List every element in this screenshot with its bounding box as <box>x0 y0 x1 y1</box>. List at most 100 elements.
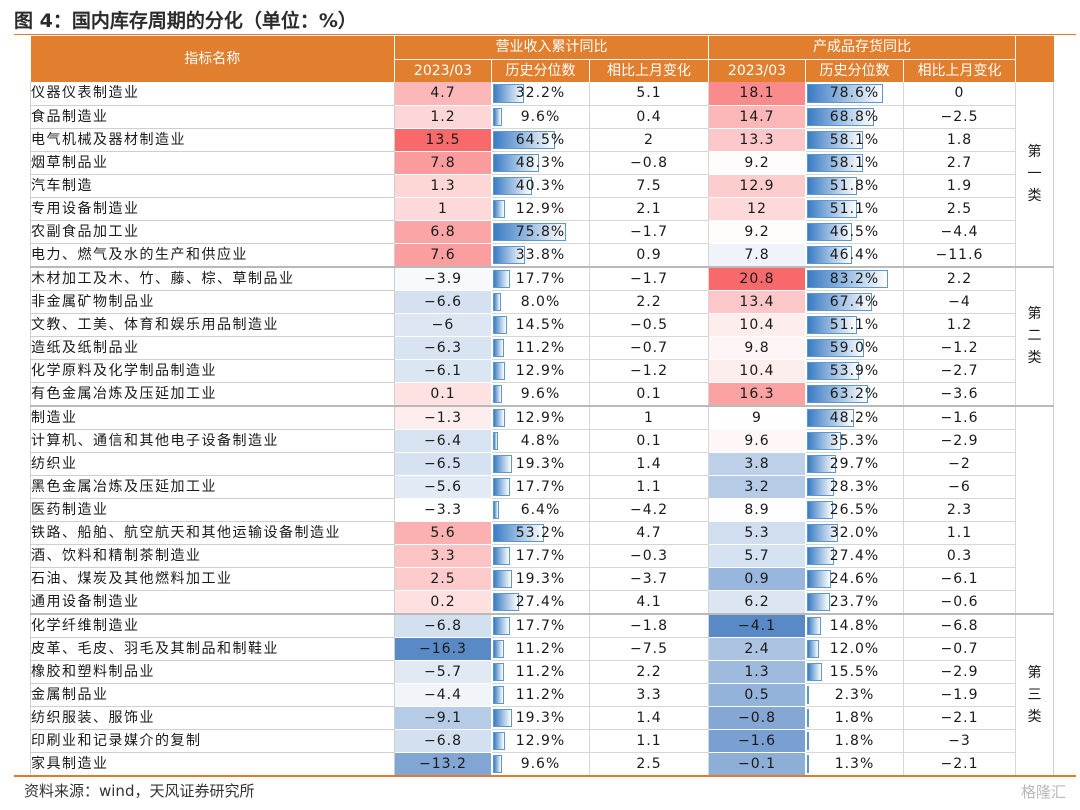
revenue-value: 1.3 <box>394 174 492 198</box>
revenue-value: −6.8 <box>394 729 492 753</box>
industry-name: 石油、煤炭及其他燃料加工业 <box>30 567 395 591</box>
table-row: 电气机械及器材制造业 13.5 64.5% 2 13.3 58.1% 1.8 <box>30 128 1054 152</box>
revenue-percentile: 9.6% <box>491 752 590 777</box>
revenue-percentile: 12.9% <box>491 359 590 383</box>
revenue-percentile: 11.2% <box>491 683 590 707</box>
revenue-value: −6.3 <box>394 336 492 360</box>
percentile-bar <box>807 500 833 519</box>
revenue-change: −3.7 <box>589 567 709 591</box>
industry-name: 酒、饮料和精制茶制造业 <box>30 544 395 568</box>
industry-name: 通用设备制造业 <box>30 590 395 615</box>
revenue-change: −0.5 <box>589 313 709 337</box>
inventory-percentile: 35.3% <box>805 429 904 453</box>
table-row: 电力、燃气及水的生产和供应业 7.6 33.8% 0.9 7.8 46.4% −11.6 <box>30 243 1054 268</box>
percentile-bar <box>493 176 532 195</box>
table-row: 造纸及纸制品业 −6.3 11.2% −0.7 9.8 59.0% −1.2 <box>30 336 1054 360</box>
percentile-text: 75.8% <box>515 223 566 240</box>
percentile-bar <box>807 731 809 750</box>
inventory-value: 20.8 <box>708 266 806 291</box>
industry-name: 制造业 <box>30 405 395 430</box>
category-char: 类 <box>1027 187 1042 204</box>
percentile-text: 63.2% <box>829 385 880 402</box>
percentile-bar <box>807 361 860 380</box>
inventory-change: −6 <box>903 475 1016 499</box>
table-row: 专用设备制造业 1 12.9% 2.1 12 51.1% 2.5 <box>30 197 1054 221</box>
revenue-percentile: 64.5% <box>491 128 590 152</box>
source-note: 资料来源：wind，天风证券研究所 <box>24 782 255 800</box>
revenue-percentile: 53.2% <box>491 521 590 545</box>
table-row: 通用设备制造业 0.2 27.4% 4.1 6.2 23.7% −0.6 <box>30 590 1054 615</box>
revenue-value: 5.6 <box>394 521 492 545</box>
industry-name: 有色金属冶炼及压延加工业 <box>30 382 395 407</box>
percentile-text: 19.3% <box>515 570 566 587</box>
inventory-change: −2.1 <box>903 752 1016 777</box>
inventory-percentile: 23.7% <box>805 590 904 615</box>
percentile-text: 11.2% <box>515 663 566 680</box>
percentile-bar <box>493 361 506 380</box>
revenue-percentile: 12.9% <box>491 729 590 753</box>
percentile-bar <box>493 454 512 473</box>
table-row: 烟草制品业 7.8 48.3% −0.8 9.2 58.1% 2.7 <box>30 151 1054 175</box>
revenue-percentile: 11.2% <box>491 336 590 360</box>
percentile-bar <box>493 731 506 750</box>
percentile-bar <box>807 107 874 126</box>
inventory-value: 2.4 <box>708 637 806 661</box>
revenue-percentile: 4.8% <box>491 429 590 453</box>
percentile-bar <box>493 130 555 149</box>
percentile-text: 19.3% <box>515 709 566 726</box>
table-row: 非金属矿物制品业 −6.6 8.0% 2.2 13.4 67.4% −4 <box>30 290 1054 314</box>
inventory-percentile: 51.8% <box>805 174 904 198</box>
table-row: 有色金属冶炼及压延加工业 0.1 9.6% 0.1 16.3 63.2% −3.6 <box>30 382 1054 407</box>
percentile-bar <box>493 708 512 727</box>
industry-name: 仪器仪表制造业 <box>30 82 395 106</box>
revenue-value: −5.6 <box>394 475 492 499</box>
inventory-percentile: 2.3% <box>805 683 904 707</box>
revenue-value: 0.2 <box>394 590 492 615</box>
percentile-text: 12.0% <box>829 640 880 657</box>
industry-name: 烟草制品业 <box>30 151 395 175</box>
inventory-value: 16.3 <box>708 382 806 407</box>
inventory-value: 9.8 <box>708 336 806 360</box>
industry-name: 纺织服装、服饰业 <box>30 706 395 730</box>
inventory-value: 5.3 <box>708 521 806 545</box>
revenue-value: 3.3 <box>394 544 492 568</box>
percentile-text: 33.8% <box>515 246 566 263</box>
inventory-change: −2.5 <box>903 105 1016 129</box>
percentile-bar <box>493 431 498 450</box>
industry-name: 纺织业 <box>30 452 395 476</box>
revenue-value: −6.4 <box>394 429 492 453</box>
inventory-change: −2.1 <box>903 706 1016 730</box>
revenue-value: 1 <box>394 197 492 221</box>
revenue-value: 7.6 <box>394 243 492 268</box>
industry-name: 农副食品加工业 <box>30 220 395 244</box>
industry-name: 医药制造业 <box>30 498 395 522</box>
percentile-bar <box>493 84 524 103</box>
percentile-bar <box>807 245 852 264</box>
inventory-change: −11.6 <box>903 243 1016 268</box>
revenue-change: 3.3 <box>589 683 709 707</box>
percentile-text: 67.4% <box>829 293 880 310</box>
percentile-text: 17.7% <box>515 270 566 287</box>
revenue-change: 1.4 <box>589 706 709 730</box>
percentile-bar <box>807 199 857 218</box>
percentile-text: 40.3% <box>515 177 566 194</box>
header-rev-date: 2023/03 <box>394 59 492 82</box>
revenue-change: 2.2 <box>589 290 709 314</box>
industry-name: 造纸及纸制品业 <box>30 336 395 360</box>
percentile-text: 53.9% <box>829 362 880 379</box>
percentile-text: 26.5% <box>829 501 880 518</box>
industry-name: 文教、工美、体育和娱乐用品制造业 <box>30 313 395 337</box>
percentile-text: 59.0% <box>829 339 880 356</box>
percentile-text: 1.8% <box>834 709 875 726</box>
revenue-change: −7.5 <box>589 637 709 661</box>
table-row: 医药制造业 −3.3 6.4% −4.2 8.9 26.5% 2.3 <box>30 498 1054 522</box>
industry-name: 化学纤维制造业 <box>30 613 395 638</box>
percentile-bar <box>493 153 540 172</box>
table-row: 石油、煤炭及其他燃料加工业 2.5 19.3% −3.7 0.9 24.6% −6.1 <box>30 567 1054 591</box>
industry-name: 非金属矿物制品业 <box>30 290 395 314</box>
revenue-value: 4.7 <box>394 82 492 106</box>
inventory-value: 14.7 <box>708 105 806 129</box>
table-row: 酒、饮料和精制茶制造业 3.3 17.7% −0.3 5.7 27.4% 0.3 <box>30 544 1054 568</box>
table-row: 纺织服装、服饰业 −9.1 19.3% 1.4 −0.8 1.8% −2.1 <box>30 706 1054 730</box>
revenue-change: 0.4 <box>589 105 709 129</box>
